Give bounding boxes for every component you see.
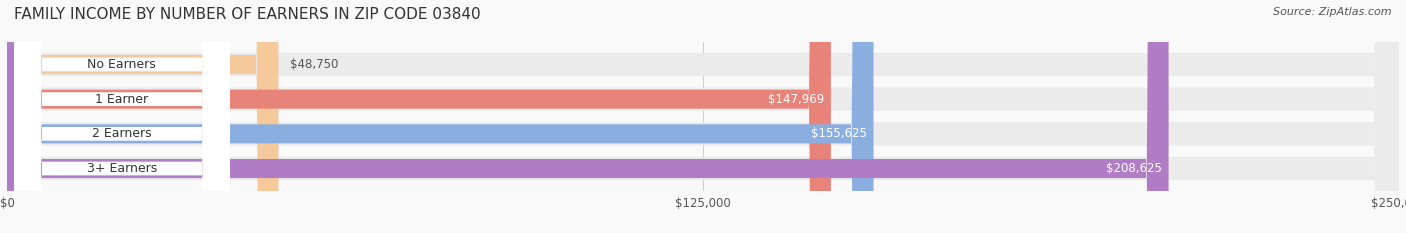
- FancyBboxPatch shape: [7, 0, 278, 233]
- FancyBboxPatch shape: [14, 0, 229, 233]
- FancyBboxPatch shape: [14, 0, 229, 233]
- Text: FAMILY INCOME BY NUMBER OF EARNERS IN ZIP CODE 03840: FAMILY INCOME BY NUMBER OF EARNERS IN ZI…: [14, 7, 481, 22]
- FancyBboxPatch shape: [7, 0, 873, 233]
- Text: 1 Earner: 1 Earner: [96, 93, 149, 106]
- FancyBboxPatch shape: [7, 0, 1399, 233]
- Text: $48,750: $48,750: [290, 58, 337, 71]
- FancyBboxPatch shape: [7, 0, 1399, 233]
- Text: $155,625: $155,625: [811, 127, 866, 140]
- FancyBboxPatch shape: [14, 0, 229, 233]
- Text: $147,969: $147,969: [768, 93, 824, 106]
- FancyBboxPatch shape: [7, 0, 831, 233]
- FancyBboxPatch shape: [7, 0, 1168, 233]
- Text: 2 Earners: 2 Earners: [91, 127, 152, 140]
- Text: Source: ZipAtlas.com: Source: ZipAtlas.com: [1274, 7, 1392, 17]
- Text: $208,625: $208,625: [1105, 162, 1161, 175]
- FancyBboxPatch shape: [7, 0, 1399, 233]
- FancyBboxPatch shape: [14, 0, 229, 233]
- Text: 3+ Earners: 3+ Earners: [87, 162, 157, 175]
- Text: No Earners: No Earners: [87, 58, 156, 71]
- FancyBboxPatch shape: [7, 0, 1399, 233]
